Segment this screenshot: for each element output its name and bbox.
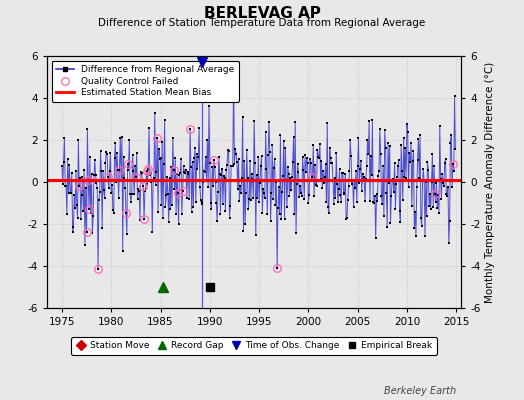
Text: BERLEVAG AP: BERLEVAG AP — [203, 6, 321, 21]
Y-axis label: Monthly Temperature Anomaly Difference (°C): Monthly Temperature Anomaly Difference (… — [485, 61, 495, 303]
Text: Difference of Station Temperature Data from Regional Average: Difference of Station Temperature Data f… — [99, 18, 425, 28]
Legend: Station Move, Record Gap, Time of Obs. Change, Empirical Break: Station Move, Record Gap, Time of Obs. C… — [71, 337, 437, 355]
Legend: Difference from Regional Average, Quality Control Failed, Estimated Station Mean: Difference from Regional Average, Qualit… — [52, 60, 239, 102]
Text: Berkeley Earth: Berkeley Earth — [384, 386, 456, 396]
